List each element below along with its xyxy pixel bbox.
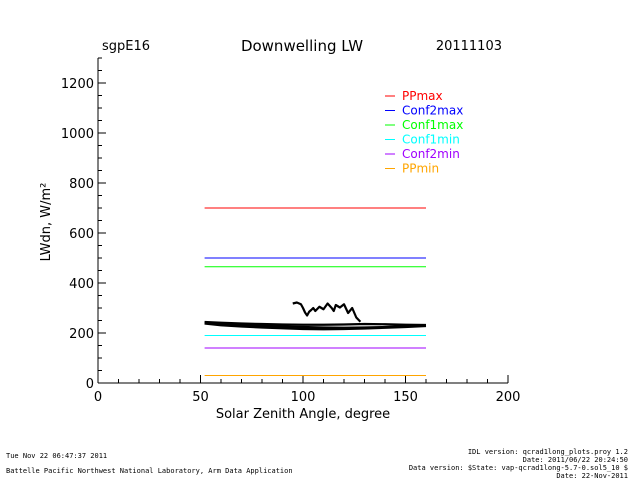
date-label: 20111103 — [436, 39, 502, 54]
footer-idl-version: IDL version: qcrad1long_plots.proy 1.2 — [467, 448, 628, 456]
legend-label-conf1max: Conf1max — [402, 118, 463, 132]
x-tick-label: 0 — [94, 390, 102, 405]
observation-trace — [204, 320, 427, 327]
y-axis-label: LWdn, W/m² — [39, 183, 54, 262]
footer-data-version: Data version: $State: vap-qcrad1long-5.7… — [408, 464, 628, 472]
observation-trace — [204, 322, 427, 331]
y-tick-label: 800 — [69, 177, 94, 192]
x-tick-label: 100 — [291, 390, 316, 405]
x-axis-label: Solar Zenith Angle, degree — [216, 407, 390, 422]
x-tick-label: 50 — [192, 390, 209, 405]
observation-trace — [292, 301, 362, 323]
footer-timestamp: Tue Nov 22 06:47:37 2011 — [6, 452, 108, 460]
legend-label-ppmax: PPmax — [402, 89, 443, 103]
legend-label-conf2min: Conf2min — [402, 147, 460, 161]
footer-idl-date: Date: 2011/06/22 20:24:50 — [522, 456, 628, 464]
chart-title: Downwelling LW — [241, 37, 363, 55]
y-tick-label: 200 — [69, 327, 94, 342]
legend-label-ppmin: PPmin — [402, 162, 439, 176]
x-tick-label: 150 — [393, 390, 418, 405]
y-tick-label: 0 — [86, 377, 94, 392]
site-label: sgpE16 — [102, 39, 150, 54]
footer-data-date: Date: 22-Nov-2011 — [556, 472, 628, 480]
footer-organization: Battelle Pacific Northwest National Labo… — [6, 467, 293, 475]
legend-label-conf2max: Conf2max — [402, 104, 463, 118]
legend-label-conf1min: Conf1min — [402, 133, 460, 147]
y-tick-label: 600 — [69, 227, 94, 242]
x-tick-label: 200 — [496, 390, 521, 405]
y-tick-label: 400 — [69, 277, 94, 292]
y-tick-label: 1200 — [61, 77, 94, 92]
y-tick-label: 1000 — [61, 127, 94, 142]
